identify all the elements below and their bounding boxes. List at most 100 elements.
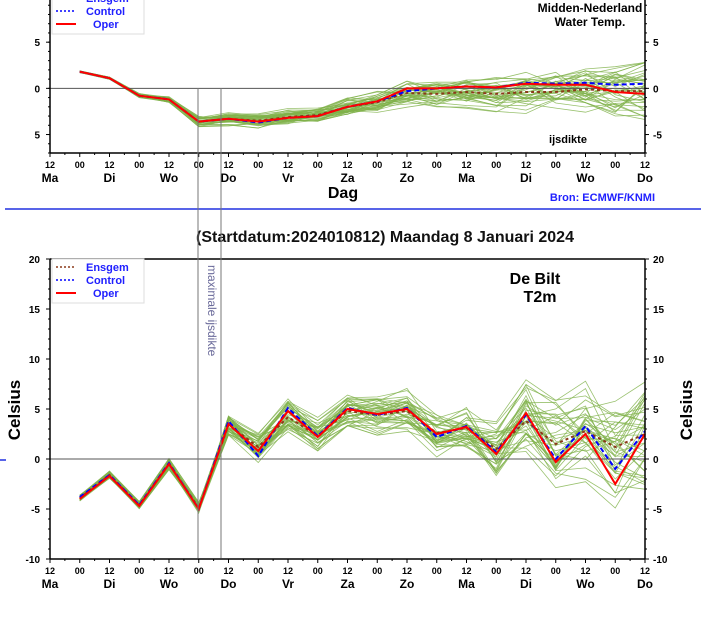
x-hour-label: 00 bbox=[194, 160, 204, 170]
x-hour-label: 12 bbox=[640, 566, 650, 576]
x-hour-label: 12 bbox=[223, 160, 233, 170]
legend-label-oper: Oper bbox=[93, 288, 119, 300]
legend-box bbox=[51, 0, 145, 35]
x-hour-label: 00 bbox=[432, 160, 442, 170]
x-day-label: Wo bbox=[160, 171, 178, 185]
ensemble-member-line bbox=[79, 62, 646, 123]
x-hour-label: 12 bbox=[223, 566, 233, 576]
y-axis-label-right: Celsius bbox=[677, 380, 696, 440]
x-hour-label: 12 bbox=[402, 566, 412, 576]
station-label: De Bilt bbox=[510, 271, 561, 288]
variable-label: T2m bbox=[524, 289, 557, 306]
x-hour-label: 00 bbox=[75, 566, 85, 576]
x-day-label: Wo bbox=[576, 577, 594, 591]
x-day-label: Do bbox=[221, 171, 237, 185]
x-hour-label: 00 bbox=[372, 160, 382, 170]
y-tick-label: 15 bbox=[29, 305, 41, 316]
y-tick-label: 20 bbox=[29, 255, 41, 266]
x-hour-label: 00 bbox=[194, 566, 204, 576]
series-line-oper bbox=[79, 70, 646, 123]
x-day-label: Di bbox=[520, 171, 532, 185]
y-tick-label-right: 10 bbox=[653, 355, 665, 366]
x-hour-label: 12 bbox=[283, 160, 293, 170]
y-tick-label-right: -5 bbox=[653, 131, 662, 142]
x-hour-label: 12 bbox=[640, 160, 650, 170]
x-hour-label: 00 bbox=[491, 160, 501, 170]
legend-label-control: Control bbox=[86, 6, 125, 18]
x-day-label: Do bbox=[637, 577, 653, 591]
ensemble-member-line bbox=[79, 64, 646, 122]
y-tick-label-right: -10 bbox=[653, 555, 668, 566]
x-hour-label: 00 bbox=[551, 566, 561, 576]
x-hour-label: 12 bbox=[580, 160, 590, 170]
series-line-ensgem bbox=[79, 70, 645, 123]
x-day-label: Wo bbox=[576, 171, 594, 185]
x-day-label: Do bbox=[221, 577, 237, 591]
x-day-label: Ma bbox=[42, 171, 59, 185]
x-hour-label: 12 bbox=[342, 566, 352, 576]
legend-label-control: Control bbox=[86, 275, 125, 287]
x-hour-label: 00 bbox=[75, 160, 85, 170]
x-hour-label: 00 bbox=[313, 566, 323, 576]
bottom-title: (Startdatum:2024010812) Maandag 8 Januar… bbox=[196, 229, 574, 246]
legend-label-ensgem: Ensgem bbox=[86, 0, 129, 5]
legend-label-oper: Oper bbox=[93, 19, 119, 31]
y-axis-label-left: Celsius bbox=[5, 380, 24, 440]
y-tick-label-right: 15 bbox=[653, 305, 665, 316]
top-x-label: Dag bbox=[328, 185, 358, 202]
ensemble-member-line bbox=[79, 72, 646, 120]
x-hour-label: 12 bbox=[45, 160, 55, 170]
ensemble-member-line bbox=[79, 62, 646, 124]
x-day-label: Ma bbox=[458, 577, 475, 591]
ensemble-member-line bbox=[79, 417, 646, 509]
x-hour-label: 12 bbox=[104, 160, 114, 170]
x-hour-label: 00 bbox=[610, 160, 620, 170]
x-day-label: Za bbox=[340, 171, 354, 185]
x-hour-label: 00 bbox=[551, 160, 561, 170]
y-tick-label-right: -5 bbox=[653, 505, 662, 516]
x-hour-label: 12 bbox=[342, 160, 352, 170]
y-tick-label-right: 0 bbox=[653, 84, 659, 95]
x-hour-label: 12 bbox=[402, 160, 412, 170]
x-hour-label: 00 bbox=[253, 160, 263, 170]
y-tick-label: 5 bbox=[34, 405, 40, 416]
y-tick-label: 5 bbox=[34, 38, 40, 49]
ensemble-member-line bbox=[79, 70, 646, 124]
y-tick-label-right: 0 bbox=[653, 455, 659, 466]
series-line-oper bbox=[79, 407, 646, 512]
x-hour-label: 12 bbox=[164, 566, 174, 576]
top-title: Midden-Nederland bbox=[538, 1, 643, 15]
x-day-label: Do bbox=[637, 171, 653, 185]
ensemble-member-line bbox=[79, 404, 646, 506]
x-hour-label: 00 bbox=[313, 160, 323, 170]
ensemble-member-line bbox=[79, 391, 646, 512]
x-day-label: Vr bbox=[282, 577, 294, 591]
x-day-label: Di bbox=[104, 171, 116, 185]
x-day-label: Ma bbox=[458, 171, 475, 185]
x-day-label: Ma bbox=[42, 577, 59, 591]
x-day-label: Vr bbox=[282, 171, 294, 185]
x-day-label: Di bbox=[104, 577, 116, 591]
x-hour-label: 00 bbox=[432, 566, 442, 576]
x-hour-label: 12 bbox=[164, 160, 174, 170]
source-label: Bron: ECMWF/KNMI bbox=[550, 192, 655, 204]
y-tick-label: -10 bbox=[26, 555, 41, 566]
y-tick-label-right: 5 bbox=[653, 38, 659, 49]
y-tick-label: -5 bbox=[31, 505, 40, 516]
x-hour-label: 12 bbox=[104, 566, 114, 576]
x-day-label: Di bbox=[520, 577, 532, 591]
legend-label-ensgem: Ensgem bbox=[86, 262, 129, 274]
x-hour-label: 12 bbox=[580, 566, 590, 576]
x-hour-label: 00 bbox=[610, 566, 620, 576]
y-tick-label-right: 5 bbox=[653, 405, 659, 416]
x-hour-label: 12 bbox=[461, 160, 471, 170]
top-subtitle: Water Temp. bbox=[555, 15, 626, 29]
x-hour-label: 00 bbox=[372, 566, 382, 576]
ensemble-member-line bbox=[79, 400, 646, 508]
x-hour-label: 00 bbox=[134, 566, 144, 576]
x-day-label: Zo bbox=[400, 577, 415, 591]
